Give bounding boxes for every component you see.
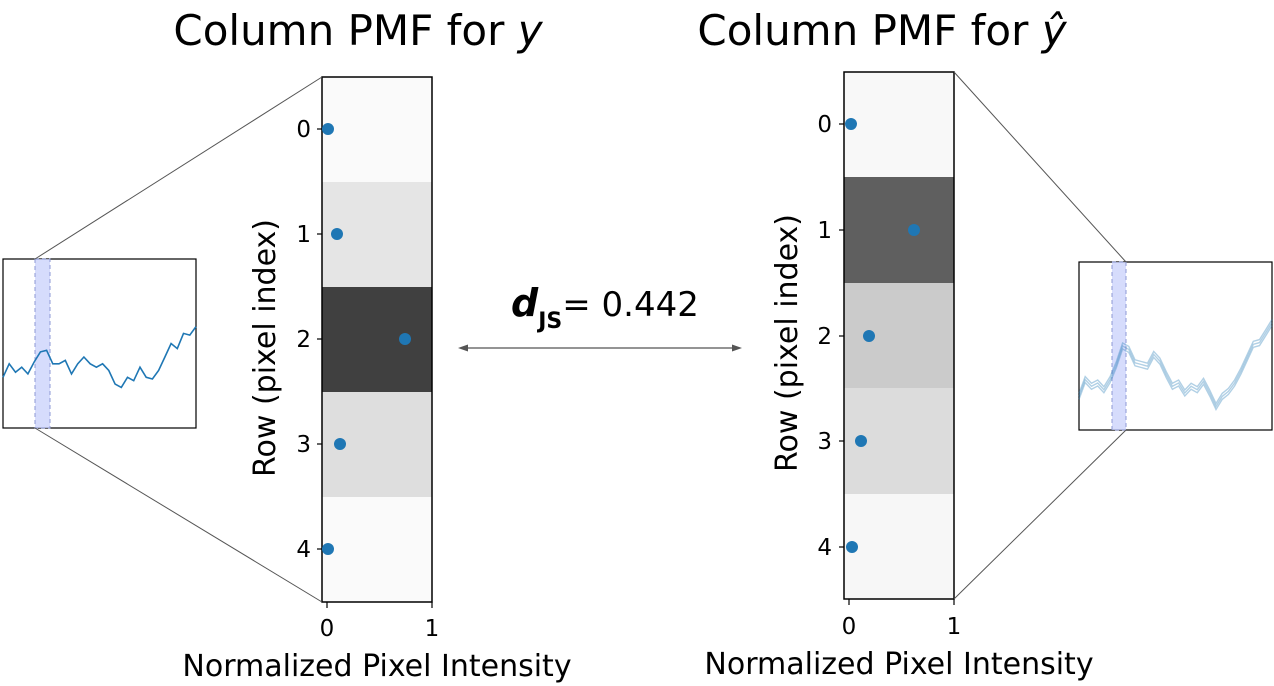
right-pmf-cell-0 <box>844 72 954 177</box>
right-row-tick-label: 4 <box>817 535 832 561</box>
left-series-thumbnail <box>2 258 197 429</box>
left-x-ticks: 0 1 <box>320 602 440 642</box>
right-x-tick-label: 0 <box>842 614 857 640</box>
right-x-tick-label: 1 <box>947 614 962 640</box>
left-highlight-band <box>34 258 51 429</box>
left-row-tick-label: 3 <box>296 432 311 458</box>
right-thumbnail-frame <box>1078 261 1273 431</box>
left-pmf-cell-4 <box>322 497 432 602</box>
left-pmf-dot-1 <box>331 228 343 240</box>
left-row-tick-label: 2 <box>296 327 311 353</box>
left-x-axis-label: Normalized Pixel Intensity <box>182 649 571 684</box>
right-series-thumbnail <box>1078 261 1273 431</box>
right-pmf-dot-0 <box>845 118 857 130</box>
left-pmf-dot-4 <box>322 543 334 555</box>
right-y-axis-label: Row (pixel index) <box>770 214 805 472</box>
right-x-ticks: 0 1 <box>842 599 962 640</box>
right-row-tick-label: 3 <box>817 429 832 455</box>
right-row-tick-label: 0 <box>817 112 832 138</box>
right-x-axis-label: Normalized Pixel Intensity <box>704 647 1093 682</box>
right-series-sample-line <box>1078 322 1273 408</box>
right-zoom-connectors <box>953 71 1127 600</box>
right-pmf-cell-4 <box>844 494 954 599</box>
right-row-ticks: 0 1 2 3 4 <box>817 112 844 561</box>
left-series-line <box>2 326 197 389</box>
left-row-tick-label: 1 <box>296 222 311 248</box>
left-y-axis-label: Row (pixel index) <box>248 219 283 477</box>
right-row-tick-label: 1 <box>817 218 832 244</box>
left-pmf-dot-3 <box>334 438 346 450</box>
right-row-tick-label: 2 <box>817 324 832 350</box>
left-thumbnail-frame <box>2 258 197 429</box>
left-row-tick-label: 0 <box>296 117 311 143</box>
right-series-sample-line <box>1078 319 1273 405</box>
right-series-lines <box>1078 319 1273 411</box>
left-row-tick-label: 4 <box>296 537 311 563</box>
divergence-label: dJS= 0.442 <box>511 281 699 334</box>
left-pmf-cell-2 <box>322 287 432 392</box>
right-pmf-cell-2 <box>844 283 954 388</box>
right-panel-title: Column PMF for ŷ <box>697 6 1067 55</box>
left-zoom-connectors <box>34 76 323 603</box>
right-series-sample-line <box>1078 325 1273 411</box>
left-pmf-dot-2 <box>399 333 411 345</box>
right-pmf-column <box>843 71 955 600</box>
left-x-tick-label: 0 <box>320 616 335 642</box>
left-pmf-column <box>321 76 433 603</box>
right-pmf-dot-3 <box>855 435 867 447</box>
left-x-tick-label: 1 <box>425 616 440 642</box>
left-row-ticks: 0 1 2 3 4 <box>296 117 322 563</box>
left-pmf-dot-0 <box>322 123 334 135</box>
double-arrow <box>458 344 742 352</box>
right-pmf-dot-1 <box>908 224 920 236</box>
right-pmf-dot-2 <box>863 330 875 342</box>
right-highlight-band <box>1111 261 1127 431</box>
right-pmf-dot-4 <box>846 541 858 553</box>
left-pmf-cell-0 <box>322 77 432 182</box>
left-panel-title: Column PMF for y <box>173 6 543 55</box>
right-pmf-cell-1 <box>844 177 954 283</box>
